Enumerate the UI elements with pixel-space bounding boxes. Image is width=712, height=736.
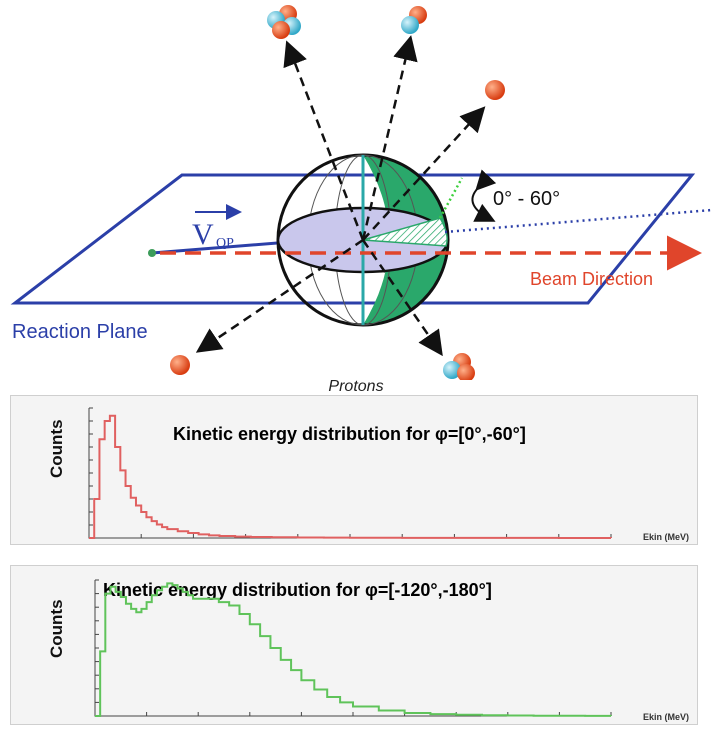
velocity-label: V — [192, 218, 214, 251]
reaction-plane — [10, 173, 696, 305]
hatched-wedge — [362, 217, 448, 247]
reaction-diagram: V QP 0° - 60° Beam Direction Reaction Pl… — [10, 5, 712, 380]
angle-label: 0° - 60° — [493, 188, 560, 210]
histogram-2 — [94, 579, 612, 717]
beam-label: Beam Direction — [530, 269, 653, 289]
histogram-panel-1: Counts Kinetic energy distribution for φ… — [10, 395, 698, 545]
axes — [94, 580, 611, 717]
histogram-series — [95, 582, 612, 717]
velocity-subscript: QP — [216, 236, 234, 251]
histogram-1 — [88, 407, 612, 539]
particle-proton-right — [485, 80, 505, 100]
x-axis-label-2: Ekin (MeV) — [643, 712, 690, 722]
particle-cluster-bottom — [443, 353, 475, 380]
emission-arrow-1 — [283, 40, 365, 241]
plane-label: Reaction Plane — [12, 321, 148, 343]
dotted-plane-line — [444, 208, 712, 234]
origin-dot — [148, 249, 156, 257]
chart-title-1: Kinetic energy distribution for φ=[0°,-6… — [173, 424, 526, 444]
x-axis-label-1: Ekin (MeV) — [643, 532, 690, 542]
protons-title: Protons — [328, 378, 384, 395]
particle-proton-left — [170, 355, 190, 375]
emission-arrow-2 — [361, 35, 418, 241]
emission-arrow-5 — [361, 239, 443, 357]
histogram-series — [89, 414, 612, 539]
histogram-panel-2: Counts Kinetic energy distribution for φ… — [10, 565, 698, 725]
axes — [88, 408, 611, 539]
particle-cluster-top — [401, 6, 427, 34]
angle-arc — [471, 169, 497, 222]
emission-arrow-4 — [195, 238, 364, 353]
chart-title-2: Kinetic energy distribution for φ=[-120°… — [103, 580, 492, 600]
particle-cluster-top-left — [267, 5, 301, 39]
